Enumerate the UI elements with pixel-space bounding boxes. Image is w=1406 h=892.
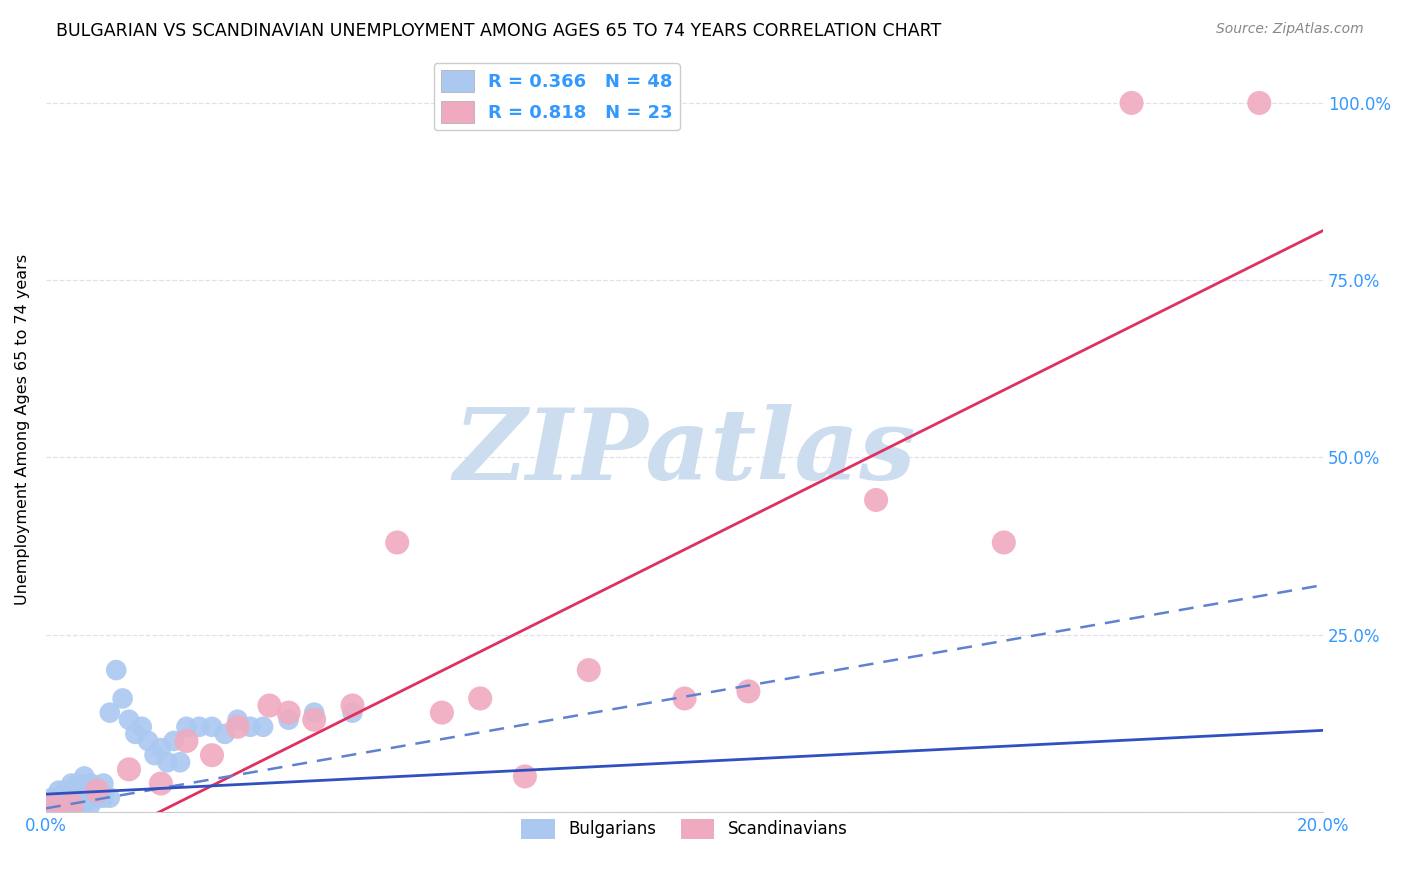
Point (66, 776, 89, 790)
Y-axis label: Unemployment Among Ages 65 to 74 years: Unemployment Among Ages 65 to 74 years (15, 253, 30, 605)
Point (131, 720, 153, 734)
Point (41, 797, 63, 812)
Point (60, 797, 83, 812)
Point (1249, 95, 1271, 110)
Point (124, 727, 146, 741)
Point (252, 720, 274, 734)
Text: ZIPatlas: ZIPatlas (453, 404, 915, 500)
Point (277, 713, 299, 727)
Point (513, 769, 536, 783)
Point (201, 720, 224, 734)
Point (93, 790, 115, 805)
Point (149, 776, 172, 790)
Point (342, 706, 364, 720)
Point (105, 663, 128, 677)
Point (259, 698, 281, 713)
Point (342, 698, 364, 713)
Text: BULGARIAN VS SCANDINAVIAN UNEMPLOYMENT AMONG AGES 65 TO 74 YEARS CORRELATION CHA: BULGARIAN VS SCANDINAVIAN UNEMPLOYMENT A… (56, 22, 942, 40)
Point (865, 492, 887, 507)
Point (385, 535, 408, 549)
Point (53, 783, 76, 797)
Point (277, 706, 299, 720)
Point (53, 797, 76, 812)
Point (111, 691, 134, 706)
Point (188, 720, 211, 734)
Text: Source: ZipAtlas.com: Source: ZipAtlas.com (1216, 22, 1364, 37)
Point (53, 790, 76, 805)
Point (48, 797, 70, 812)
Point (430, 706, 453, 720)
Point (673, 691, 696, 706)
Legend: Bulgarians, Scandinavians: Bulgarians, Scandinavians (515, 812, 855, 846)
Point (60, 776, 83, 790)
Point (73, 769, 96, 783)
Point (226, 713, 249, 727)
Point (48, 790, 70, 805)
Point (60, 783, 83, 797)
Point (737, 684, 759, 698)
Point (41, 790, 63, 805)
Point (149, 741, 172, 756)
Point (86, 790, 108, 805)
Point (163, 734, 186, 748)
Point (302, 706, 325, 720)
Point (470, 691, 492, 706)
Point (578, 663, 600, 677)
Point (48, 783, 70, 797)
Point (66, 797, 89, 812)
Point (118, 762, 141, 776)
Point (993, 535, 1015, 549)
Point (73, 797, 96, 812)
Point (60, 790, 83, 805)
Point (176, 734, 198, 748)
Point (201, 748, 224, 763)
Point (176, 720, 198, 734)
Point (156, 756, 179, 770)
Point (1121, 95, 1143, 110)
Point (93, 776, 115, 790)
Point (86, 783, 108, 797)
Point (60, 797, 83, 812)
Point (118, 713, 141, 727)
Point (79, 776, 101, 790)
Point (86, 783, 108, 797)
Point (98, 790, 121, 805)
Point (239, 720, 262, 734)
Point (79, 783, 101, 797)
Point (226, 720, 249, 734)
Point (136, 734, 159, 748)
Point (143, 748, 166, 763)
Point (41, 797, 63, 812)
Point (169, 756, 191, 770)
Point (79, 797, 101, 812)
Point (66, 790, 89, 805)
Point (214, 727, 236, 741)
Point (98, 706, 121, 720)
Point (73, 783, 96, 797)
Point (302, 713, 325, 727)
